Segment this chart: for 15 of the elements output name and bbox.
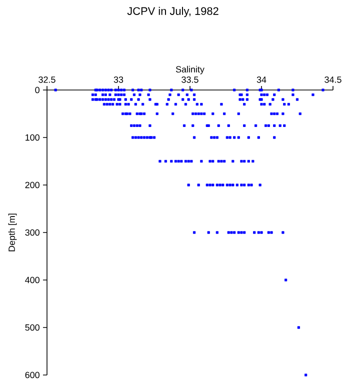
y-tick-label: 500 [25, 324, 40, 331]
y-tick-label: 300 [25, 229, 40, 236]
y-axis-title: Depth [m] [8, 214, 17, 252]
y-tick-label: 600 [25, 372, 40, 378]
x-tick-label: 33.5 [182, 76, 198, 83]
x-tick-label: 34 [256, 76, 266, 83]
y-tick-label: 100 [26, 134, 40, 141]
x-axis-title: Salinity [176, 66, 204, 74]
chart-title: JCPV in July, 1982 [127, 6, 218, 18]
x-tick-label: 34.5 [324, 76, 342, 83]
x-tick-label: 32.5 [38, 76, 56, 83]
x-tick-label: 33 [114, 76, 124, 83]
y-tick-label: 200 [25, 182, 40, 188]
y-tick-label: 400 [25, 276, 40, 284]
y-tick-label: 0 [35, 86, 40, 94]
